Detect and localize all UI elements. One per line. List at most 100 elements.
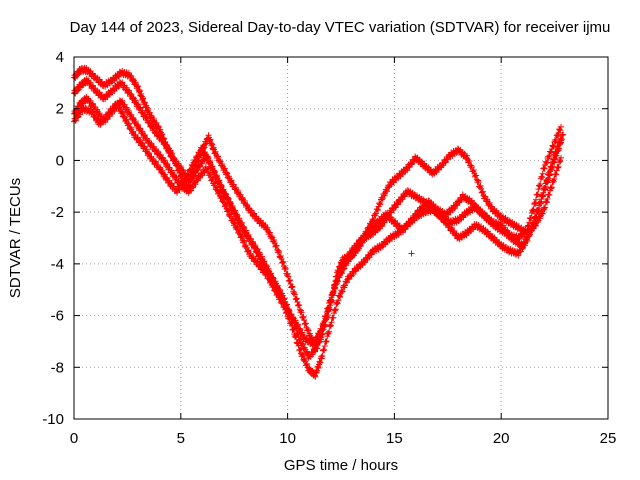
data-point (329, 292, 336, 299)
data-point (366, 254, 373, 261)
data-point (297, 346, 304, 353)
data-point (123, 116, 130, 123)
data-point (539, 210, 546, 217)
data-point (522, 242, 529, 249)
data-point (128, 111, 135, 118)
data-point (542, 204, 549, 211)
data-point (277, 253, 284, 260)
data-point (219, 187, 226, 194)
data-point (545, 175, 552, 182)
data-point (534, 191, 541, 198)
data-point (235, 187, 242, 194)
data-point (171, 171, 178, 178)
chart-title: Day 144 of 2023, Sidereal Day-to-day VTE… (70, 19, 611, 36)
data-point (211, 180, 218, 187)
data-point (320, 321, 327, 328)
data-point (294, 302, 301, 309)
data-point (192, 181, 199, 188)
data-point (542, 183, 549, 190)
data-point (241, 198, 248, 205)
data-point (74, 114, 81, 121)
data-point (222, 190, 229, 197)
data-point (264, 224, 271, 231)
data-point (477, 182, 484, 189)
data-point (286, 277, 293, 284)
data-point (552, 171, 559, 178)
data-point (465, 159, 472, 166)
data-point (199, 144, 206, 151)
data-point (543, 199, 550, 206)
data-point (216, 189, 223, 196)
data-point (279, 259, 286, 266)
data-point (319, 347, 326, 354)
data-point (330, 288, 337, 295)
data-point (136, 125, 143, 132)
data-point (222, 202, 229, 209)
data-point (233, 213, 240, 220)
data-point (356, 241, 363, 248)
data-point (274, 285, 281, 292)
data-point (544, 196, 551, 203)
data-point (122, 117, 129, 124)
data-point (244, 247, 251, 254)
data-point (280, 258, 287, 265)
data-point (271, 237, 278, 244)
data-point (287, 277, 294, 284)
data-point (299, 329, 306, 336)
data-point (324, 305, 331, 312)
data-point (360, 233, 367, 240)
data-point (281, 299, 288, 306)
data-point (377, 201, 384, 208)
data-point (335, 297, 342, 304)
data-point (451, 205, 458, 212)
data-point (326, 297, 333, 304)
data-point (555, 164, 562, 171)
data-point (119, 97, 126, 104)
data-point (319, 352, 326, 359)
data-point (276, 288, 283, 295)
data-point (538, 196, 545, 203)
data-point (161, 139, 168, 146)
data-point (226, 173, 233, 180)
data-point (269, 276, 276, 283)
data-point (316, 331, 323, 338)
data-point (256, 251, 263, 258)
data-point (222, 201, 229, 208)
data-point (227, 199, 234, 206)
data-point (118, 108, 125, 115)
plot-frame (73, 56, 609, 420)
data-point (244, 201, 251, 208)
data-point (243, 242, 250, 249)
data-point (464, 152, 471, 159)
data-point (215, 177, 222, 184)
data-point (218, 193, 225, 200)
data-point (218, 182, 225, 189)
data-point (323, 338, 330, 345)
data-point (265, 268, 272, 275)
data-point (268, 233, 275, 240)
outlier-point (408, 250, 415, 257)
data-point (329, 291, 336, 298)
data-point (116, 104, 123, 111)
data-point (213, 173, 220, 180)
data-point (274, 284, 281, 291)
data-point (215, 189, 222, 196)
data-point (368, 222, 375, 229)
data-point (267, 272, 274, 279)
data-point (296, 325, 303, 332)
data-point (548, 164, 555, 171)
data-point (136, 136, 143, 143)
data-point (194, 167, 201, 174)
data-point (240, 237, 247, 244)
data-point (155, 130, 162, 137)
data-point (244, 233, 251, 240)
data-point (535, 186, 542, 193)
data-point (338, 270, 345, 277)
data-point (192, 170, 199, 177)
data-point (283, 272, 290, 279)
data-point (273, 242, 280, 249)
data-point (141, 111, 148, 118)
data-point (196, 163, 203, 170)
data-point (291, 333, 298, 340)
data-point (132, 79, 139, 86)
